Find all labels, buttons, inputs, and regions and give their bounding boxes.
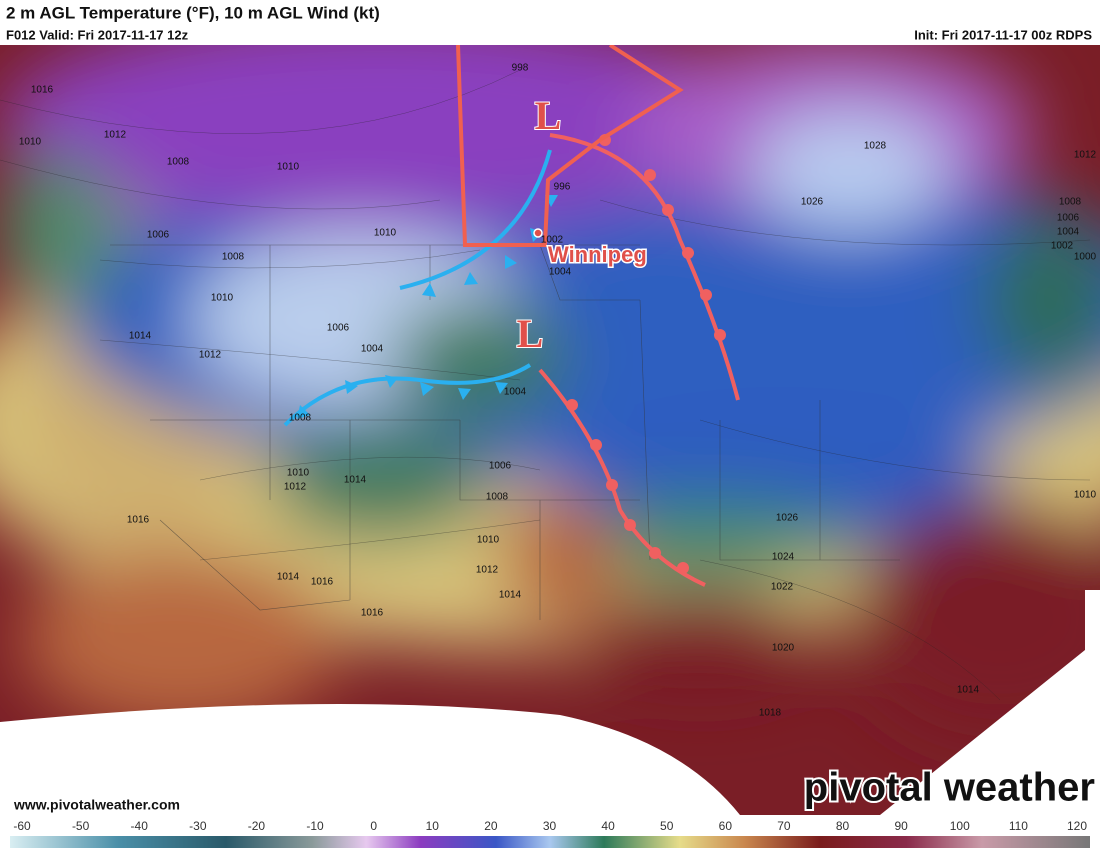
- colorbar-tick-label: -10: [306, 819, 324, 833]
- isobar-label: 1010: [374, 228, 397, 239]
- isobar-label: 1006: [1057, 213, 1080, 224]
- isobar-label: 1006: [489, 461, 512, 472]
- isobar-label: 1008: [1059, 197, 1082, 208]
- isobar-label: 1012: [104, 130, 127, 141]
- isobar-label: 1012: [199, 350, 222, 361]
- colorbar-tick-label: -20: [248, 819, 266, 833]
- isobar-label: 1010: [477, 535, 500, 546]
- isobar-label: 1014: [277, 572, 300, 583]
- brand: pivotal weather: [804, 766, 1095, 810]
- colorbar-tick-label: -40: [131, 819, 149, 833]
- isobar-label: 1010: [287, 468, 310, 479]
- city-dot: [533, 228, 543, 238]
- isobar-label: 1016: [127, 515, 150, 526]
- colorbar-tick-label: 120: [1067, 819, 1087, 833]
- isobar-label: 1006: [327, 323, 350, 334]
- isobar-label: 1016: [361, 608, 384, 619]
- isobar-labels: 1016 1012 1010 1008 1010 998 996 1006 1010 1008 10…: [19, 63, 1097, 719]
- colorbar-tick-label: 80: [836, 819, 850, 833]
- colorbar-tick-label: 20: [484, 819, 498, 833]
- cold-front: [399, 149, 552, 290]
- isobar-label: 1026: [776, 513, 799, 524]
- isobar-label: 1008: [289, 413, 312, 424]
- isobar-label: 998: [512, 63, 529, 74]
- colorbar-tick-label: -30: [189, 819, 207, 833]
- isobar-label: 1004: [1057, 227, 1080, 238]
- isobar-label: 1000: [1074, 252, 1097, 263]
- colorbar-ticks: -60 -50 -40 -30 -20 -10 0 10 20 30 40 50 60 70 80 90 100…: [13, 819, 1087, 833]
- highlight-outline: [456, 43, 684, 247]
- cold-front: [283, 363, 532, 427]
- colorbar-tick-label: 30: [543, 819, 557, 833]
- isobar-label: 1014: [957, 685, 980, 696]
- isobar-label: 1014: [129, 331, 152, 342]
- low-label: L: [517, 311, 544, 356]
- colorbar-tick-label: 110: [1009, 819, 1028, 833]
- isobar-label: 1006: [147, 230, 170, 241]
- city-label: Winnipeg: [548, 242, 647, 267]
- low-label: L: [535, 93, 562, 138]
- isobar-label: 996: [554, 182, 571, 193]
- isobar-label: 1012: [476, 565, 499, 576]
- isobar-label: 1020: [772, 643, 795, 654]
- colorbar-tick-label: -50: [72, 819, 90, 833]
- isobar-label: 1016: [31, 85, 54, 96]
- website: www.pivotalweather.com: [13, 797, 180, 813]
- isobar-label: 1004: [504, 387, 527, 398]
- isobars: [0, 69, 1091, 701]
- borders: [110, 244, 900, 620]
- isobar-label: 1010: [277, 162, 300, 173]
- colorbar-tick-label: 60: [719, 819, 733, 833]
- isobar-label: 1028: [864, 141, 887, 152]
- no-data-area: [0, 704, 740, 815]
- colorbar-tick-label: 90: [894, 819, 908, 833]
- isobar-label: 1002: [541, 235, 564, 246]
- isobar-label: 1018: [759, 708, 782, 719]
- isobar-label: 1008: [486, 492, 509, 503]
- isobar-label: 1024: [772, 552, 795, 563]
- isobar-label: 1008: [222, 252, 245, 263]
- fronts: [283, 43, 740, 587]
- title: 2 m AGL Temperature (°F), 10 m AGL Wind …: [6, 3, 380, 22]
- no-data-area: [880, 590, 1100, 815]
- init-time: Init: Fri 2017-11-17 00z RDPS: [914, 27, 1092, 42]
- colorbar: [10, 836, 1090, 848]
- isobar-label: 1014: [344, 475, 367, 486]
- colorbar-tick-label: 0: [370, 819, 377, 833]
- colorbar-tick-label: 10: [426, 819, 440, 833]
- valid-time: F012 Valid: Fri 2017-11-17 12z: [6, 27, 189, 42]
- colorbar-tick-label: 50: [660, 819, 674, 833]
- isobar-label: 1012: [1074, 150, 1097, 161]
- isobar-label: 1022: [771, 582, 794, 593]
- isobar-label: 1004: [361, 344, 384, 355]
- isobar-label: 1026: [801, 197, 824, 208]
- colorbar-tick-label: -60: [13, 819, 31, 833]
- colorbar-tick-label: 100: [950, 819, 970, 833]
- isobar-label: 1010: [19, 137, 42, 148]
- colorbar-tick-label: 40: [601, 819, 615, 833]
- warm-front: [549, 133, 740, 401]
- isobar-label: 1008: [167, 157, 190, 168]
- isobar-label: 1014: [499, 590, 522, 601]
- isobar-label: 1016: [311, 577, 334, 588]
- isobar-label: 1012: [284, 482, 307, 493]
- colorbar-tick-label: 70: [777, 819, 791, 833]
- isobar-label: 1010: [1074, 490, 1097, 501]
- isobar-label: 1004: [549, 267, 572, 278]
- isobar-label: 1002: [1051, 241, 1074, 252]
- temperature-field: [0, 45, 1100, 815]
- isobar-label: 1010: [211, 293, 234, 304]
